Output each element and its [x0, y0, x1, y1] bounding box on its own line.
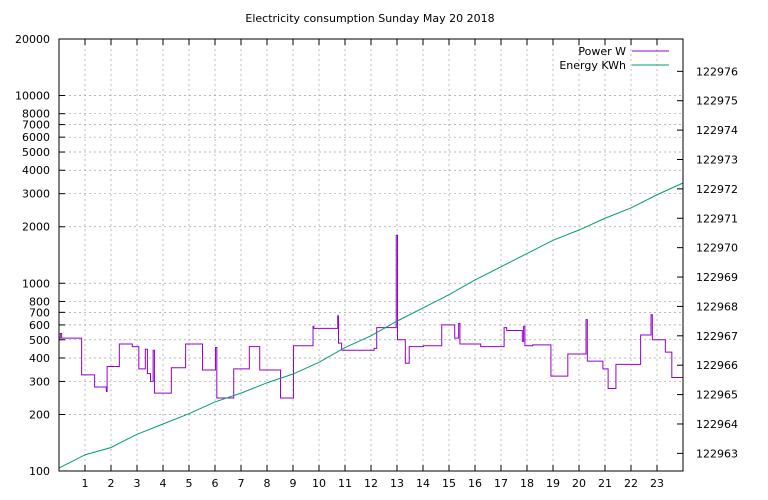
series-line-0	[59, 234, 683, 399]
x-tick-label: 22	[624, 477, 638, 490]
x-tick-label: 17	[494, 477, 508, 490]
y-tick-label: 4000	[22, 164, 50, 177]
y-tick-label: 800	[29, 295, 50, 308]
y-tick-label: 5000	[22, 146, 50, 159]
y2-tick-label: 122970	[696, 242, 738, 255]
x-tick-label: 15	[442, 477, 456, 490]
y2-tick-label: 122973	[696, 153, 738, 166]
y-tick-label: 10000	[15, 90, 50, 103]
x-tick-label: 12	[364, 477, 378, 490]
x-tick-label: 13	[390, 477, 404, 490]
y2-tick-label: 122967	[696, 330, 738, 343]
y2-tick-label: 122975	[696, 95, 738, 108]
y-tick-label: 7000	[22, 119, 50, 132]
y-tick-label: 2000	[22, 221, 50, 234]
y2-tick-label: 122966	[696, 359, 738, 372]
x-tick-label: 3	[134, 477, 141, 490]
grid-lines	[59, 38, 683, 472]
y2-tick-label: 122976	[696, 65, 738, 78]
y-tick-label: 8000	[22, 108, 50, 121]
x-tick-label: 20	[572, 477, 586, 490]
legend-label: Power W	[578, 45, 626, 58]
x-tick-label: 19	[546, 477, 560, 490]
x-tick-label: 5	[186, 477, 193, 490]
y2-tick-label: 122965	[696, 389, 738, 402]
y-tick-label: 200	[29, 408, 50, 421]
series-line-1	[58, 182, 684, 469]
y-tick-label: 400	[29, 352, 50, 365]
x-tick-label: 7	[238, 477, 245, 490]
x-tick-label: 6	[212, 477, 219, 490]
x-tick-label: 21	[598, 477, 612, 490]
y-tick-label: 600	[29, 319, 50, 332]
y2-tick-label: 122969	[696, 271, 738, 284]
x-tick-label: 16	[468, 477, 482, 490]
x-tick-label: 8	[264, 477, 271, 490]
y-tick-label: 6000	[22, 131, 50, 144]
y2-tick-label: 122974	[696, 124, 738, 137]
y-tick-label: 700	[29, 306, 50, 319]
plot-series	[58, 182, 684, 469]
y2-tick-label: 122971	[696, 212, 738, 225]
x-tick-label: 2	[108, 477, 115, 490]
x-tick-label: 18	[520, 477, 534, 490]
x-tick-label: 4	[160, 477, 167, 490]
x-tick-label: 11	[338, 477, 352, 490]
y2-tick-label: 122963	[696, 447, 738, 460]
y-tick-label: 20000	[15, 33, 50, 46]
y-tick-label: 3000	[22, 188, 50, 201]
y-tick-label: 300	[29, 375, 50, 388]
x-tick-label: 1	[82, 477, 89, 490]
legend-label: Energy KWh	[559, 59, 626, 72]
y-tick-label: 1000	[22, 277, 50, 290]
axis-ticks: 1 2 3 4 5 6 7 8 9 10 11 12 13 14 15 16 17 18 19 20 21 22 23100…	[15, 33, 738, 490]
x-tick-label: 10	[312, 477, 326, 490]
y2-tick-label: 122964	[696, 418, 738, 431]
y-tick-label: 100	[29, 465, 50, 478]
y2-tick-label: 122972	[696, 183, 738, 196]
x-tick-label: 9	[290, 477, 297, 490]
y-tick-label: 500	[29, 334, 50, 347]
x-tick-label: 23	[650, 477, 664, 490]
x-tick-label: 14	[416, 477, 430, 490]
chart-title: Electricity consumption Sunday May 20 20…	[245, 12, 494, 25]
y2-tick-label: 122968	[696, 300, 738, 313]
